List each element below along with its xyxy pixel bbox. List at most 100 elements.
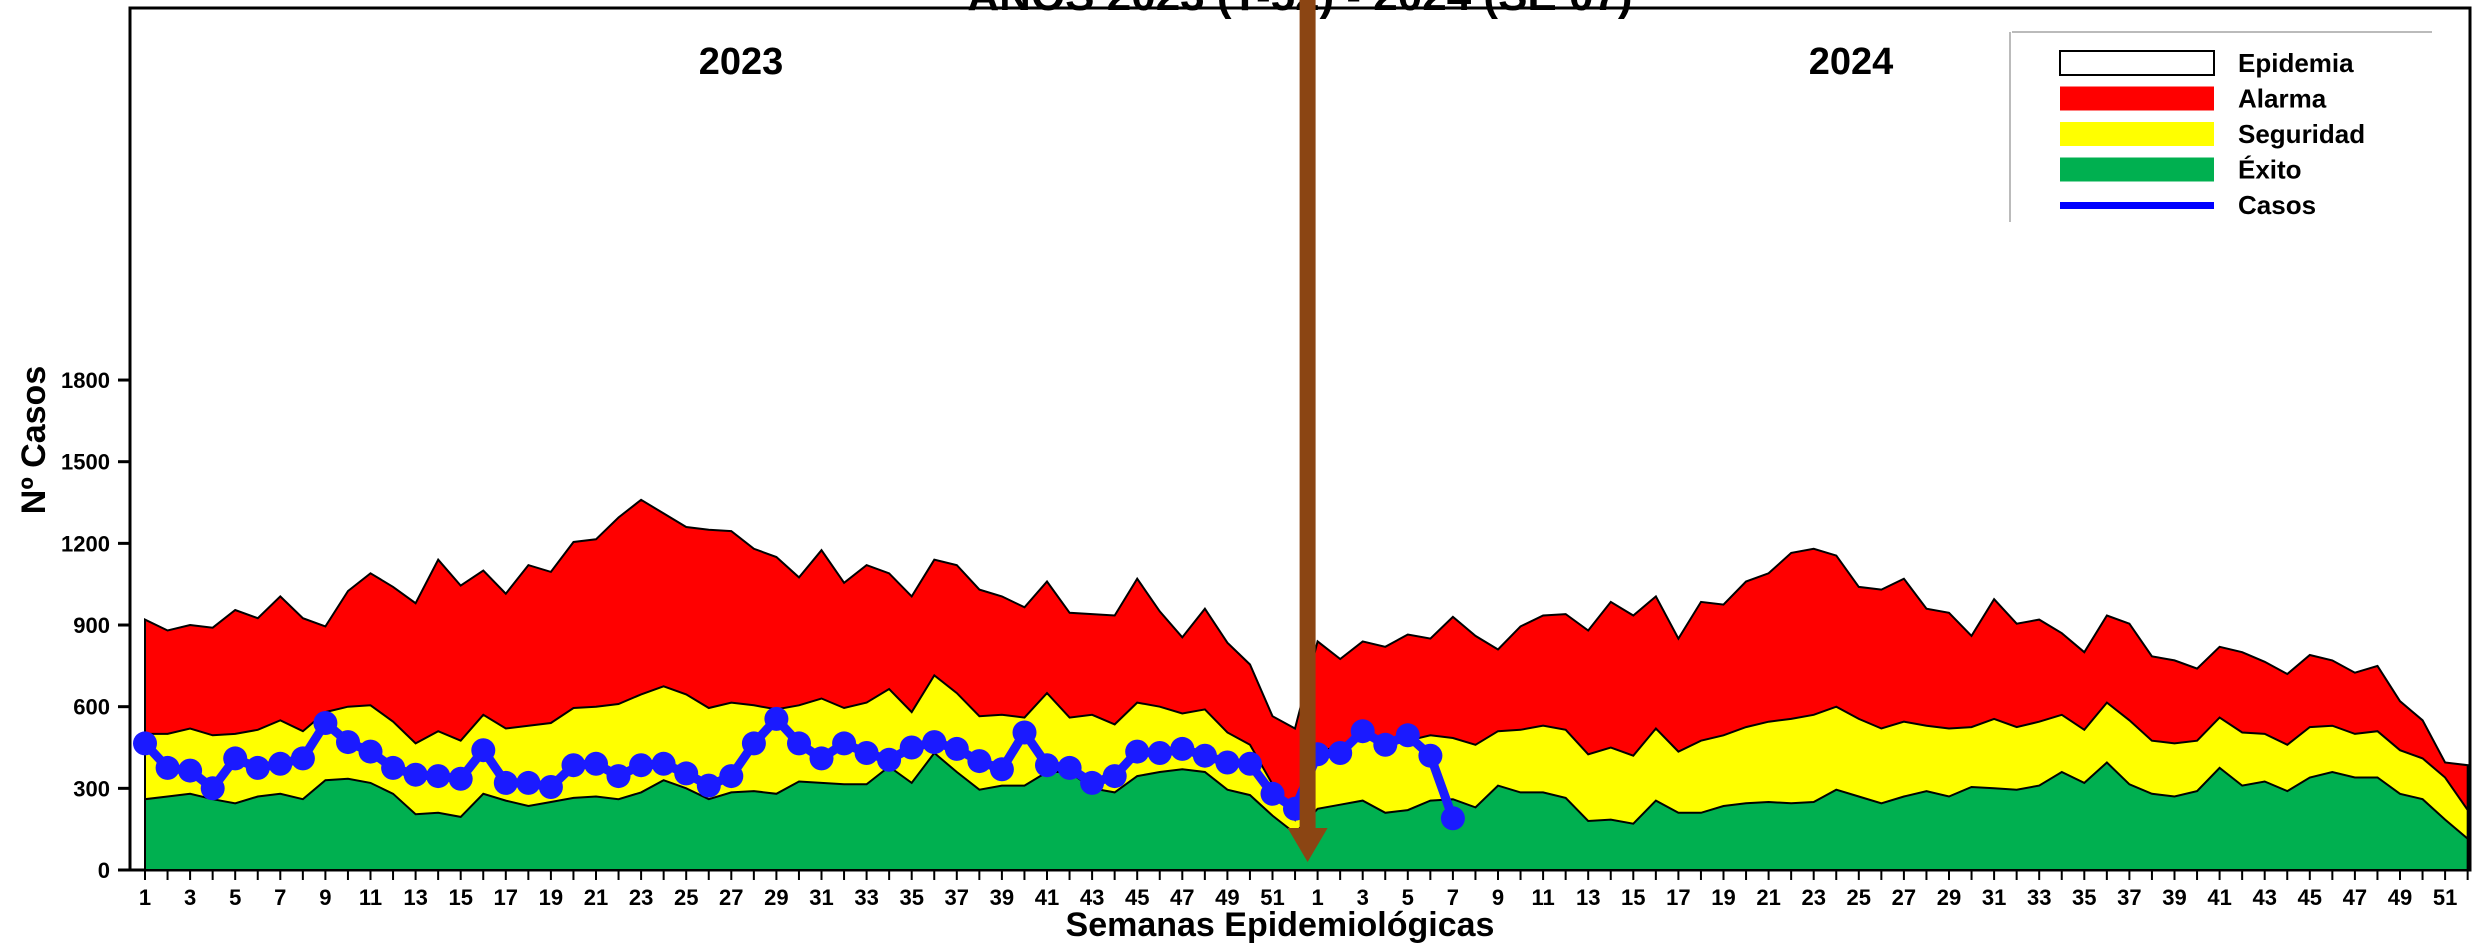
casos-point xyxy=(922,730,947,755)
x-tick-label-2024-47: 47 xyxy=(2343,885,2367,910)
x-tick-label-2023-7: 7 xyxy=(274,885,286,910)
x-axis-label: Semanas Epidemiológicas xyxy=(1066,906,1495,943)
y-tick-label-600: 600 xyxy=(73,695,110,720)
x-tick-label-2024-17: 17 xyxy=(1666,885,1690,910)
x-tick-label-2024-9: 9 xyxy=(1492,885,1504,910)
legend-swatch-4 xyxy=(2060,202,2214,209)
x-tick-label-2023-37: 37 xyxy=(945,885,969,910)
casos-point xyxy=(1373,732,1398,757)
casos-point xyxy=(133,731,157,756)
casos-point xyxy=(696,773,721,798)
x-tick-label-2024-43: 43 xyxy=(2252,885,2276,910)
casos-point xyxy=(268,751,293,776)
casos-point xyxy=(1238,751,1262,776)
casos-point xyxy=(674,761,699,786)
x-tick-label-2024-15: 15 xyxy=(1621,885,1645,910)
casos-point xyxy=(178,758,203,783)
x-tick-label-2023-29: 29 xyxy=(764,885,788,910)
legend-swatch-0 xyxy=(2059,50,2215,76)
x-tick-label-2023-41: 41 xyxy=(1035,885,1059,910)
casos-point xyxy=(290,746,315,771)
legend-swatch-2 xyxy=(2060,122,2214,146)
casos-point xyxy=(1080,770,1105,795)
casos-point xyxy=(854,741,879,765)
cases-line-group xyxy=(133,706,1465,831)
x-tick-label-2023-51: 51 xyxy=(1260,885,1284,910)
casos-point xyxy=(989,757,1014,782)
casos-point xyxy=(944,736,969,761)
x-tick-label-2024-35: 35 xyxy=(2072,885,2096,910)
casos-point xyxy=(493,770,518,795)
casos-point xyxy=(1012,720,1037,745)
y-tick-label-1200: 1200 xyxy=(61,531,110,556)
x-tick-label-2023-23: 23 xyxy=(629,885,653,910)
x-tick-label-2024-21: 21 xyxy=(1756,885,1780,910)
casos-point xyxy=(1057,755,1082,780)
x-tick-label-2023-3: 3 xyxy=(184,885,196,910)
casos-point xyxy=(1035,753,1059,778)
x-tick-label-2023-1: 1 xyxy=(139,885,151,910)
x-tick-label-2024-23: 23 xyxy=(1801,885,1825,910)
casos-point xyxy=(448,766,473,791)
casos-point xyxy=(1215,750,1240,775)
x-tick-label-2024-37: 37 xyxy=(2117,885,2141,910)
casos-point xyxy=(832,731,857,756)
x-tick-label-2024-41: 41 xyxy=(2207,885,2231,910)
legend: Epidemia Alarma Seguridad Éxito Casos xyxy=(2009,30,2442,222)
casos-point xyxy=(200,776,225,801)
x-tick-label-2023-9: 9 xyxy=(319,885,331,910)
casos-point xyxy=(426,764,451,789)
exito-area xyxy=(144,751,2469,871)
x-tick-label-2024-45: 45 xyxy=(2298,885,2322,910)
legend-swatch-3 xyxy=(2060,157,2214,182)
legend-swatch-1 xyxy=(2060,86,2214,111)
y-tick-label-1500: 1500 xyxy=(61,450,110,475)
casos-point xyxy=(1147,741,1172,765)
x-tick-label-2024-11: 11 xyxy=(1531,885,1554,910)
x-tick-label-2023-25: 25 xyxy=(674,885,698,910)
casos-point xyxy=(1102,764,1127,789)
x-tick-label-2023-45: 45 xyxy=(1125,885,1149,910)
x-tick-label-2023-21: 21 xyxy=(584,885,608,910)
x-tick-label-2023-43: 43 xyxy=(1080,885,1104,910)
x-tick-label-2024-5: 5 xyxy=(1402,885,1414,910)
x-tick-label-2023-35: 35 xyxy=(899,885,923,910)
x-tick-label-2023-33: 33 xyxy=(854,885,878,910)
casos-point xyxy=(1125,739,1150,764)
casos-point xyxy=(1350,719,1375,744)
y-axis-label: Nº Casos xyxy=(15,366,53,514)
y-axis-ticks: 0 300 600 900 1200 1500 1800 xyxy=(61,368,130,883)
x-tick-label-2023-11: 11 xyxy=(359,885,382,910)
casos-point xyxy=(538,775,563,799)
casos-point xyxy=(1395,723,1420,748)
year-label-2024: 2024 xyxy=(1809,41,1894,83)
casos-point xyxy=(1170,736,1195,761)
casos-point xyxy=(223,746,248,771)
x-tick-label-2024-33: 33 xyxy=(2027,885,2051,910)
y-tick-label-1800: 1800 xyxy=(61,368,110,393)
casos-point xyxy=(629,753,654,778)
casos-point xyxy=(1260,781,1285,806)
x-tick-label-2023-17: 17 xyxy=(494,885,518,910)
casos-point xyxy=(719,764,744,789)
casos-point xyxy=(787,731,811,756)
year-label-2023: 2023 xyxy=(699,41,784,83)
x-tick-label-2024-3: 3 xyxy=(1357,885,1369,910)
casos-point xyxy=(741,731,766,756)
casos-point xyxy=(358,739,383,764)
casos-point xyxy=(899,735,924,760)
x-tick-label-2024-51: 51 xyxy=(2433,885,2457,910)
casos-point xyxy=(1418,743,1443,768)
x-tick-label-2024-49: 49 xyxy=(2388,885,2412,910)
x-tick-label-2024-13: 13 xyxy=(1576,885,1600,910)
casos-point xyxy=(403,762,428,787)
casos-point xyxy=(764,706,789,731)
legend-label-1: Alarma xyxy=(2238,84,2327,114)
x-tick-label-2024-25: 25 xyxy=(1847,885,1871,910)
legend-label-2: Seguridad xyxy=(2238,119,2365,149)
legend-label-3: Éxito xyxy=(2238,155,2302,185)
casos-point xyxy=(809,746,834,771)
x-tick-label-2023-13: 13 xyxy=(403,885,427,910)
x-tick-label-2024-7: 7 xyxy=(1447,885,1459,910)
